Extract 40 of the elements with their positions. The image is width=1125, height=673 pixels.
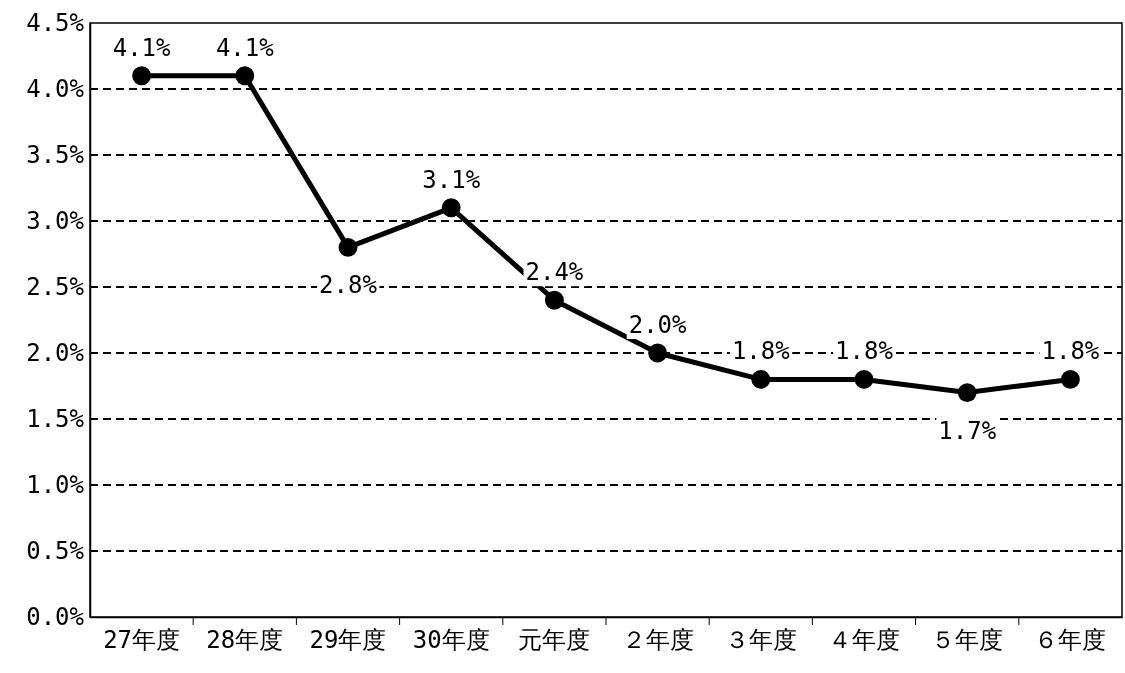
point [751,369,771,389]
point [648,343,668,363]
data-label: 2.8% [319,271,378,300]
point [854,369,874,389]
point [132,66,152,86]
data-label: 1.8% [1041,337,1100,366]
y-tick-label: 2.5% [26,273,85,302]
point [544,290,564,310]
y-tick-label: 2.0% [26,339,85,368]
y-tick-label: 4.5% [26,9,85,38]
point [957,383,977,403]
data-label: 4.1% [112,33,172,62]
x-tick-label: ３年度 [724,626,797,655]
y-tick-label: 1.0% [26,471,85,500]
data-label: 1.8% [731,337,791,366]
data-label: 2.0% [628,311,688,339]
point [1060,369,1080,389]
point [338,237,358,257]
x-tick-label: 27年度 [103,626,181,655]
y-tick-label: 0.0% [26,603,85,632]
x-tick-label: ２年度 [621,626,694,655]
x-tick-label: 30年度 [412,626,490,655]
x-tick-label: 元年度 [518,626,591,655]
point [235,66,255,86]
y-tick-label: 1.5% [26,405,85,434]
data-label: 1.8% [835,337,894,366]
x-tick-label: ６年度 [1034,626,1107,655]
y-tick-label: 3.5% [26,141,85,170]
data-label: 4.1% [215,33,275,62]
y-tick-label: 0.5% [26,537,85,566]
x-tick-label: ５年度 [931,626,1004,655]
data-label: 2.4% [525,258,584,287]
x-tick-label: ４年度 [828,626,900,655]
y-tick-label: 4.0% [26,75,85,104]
data-label: 1.7% [938,416,997,445]
y-tick-label: 3.0% [26,207,85,236]
x-tick-label: 28年度 [206,626,284,655]
data-label: 3.1% [422,165,481,194]
x-tick-label: 29年度 [309,626,387,655]
point [441,198,461,218]
